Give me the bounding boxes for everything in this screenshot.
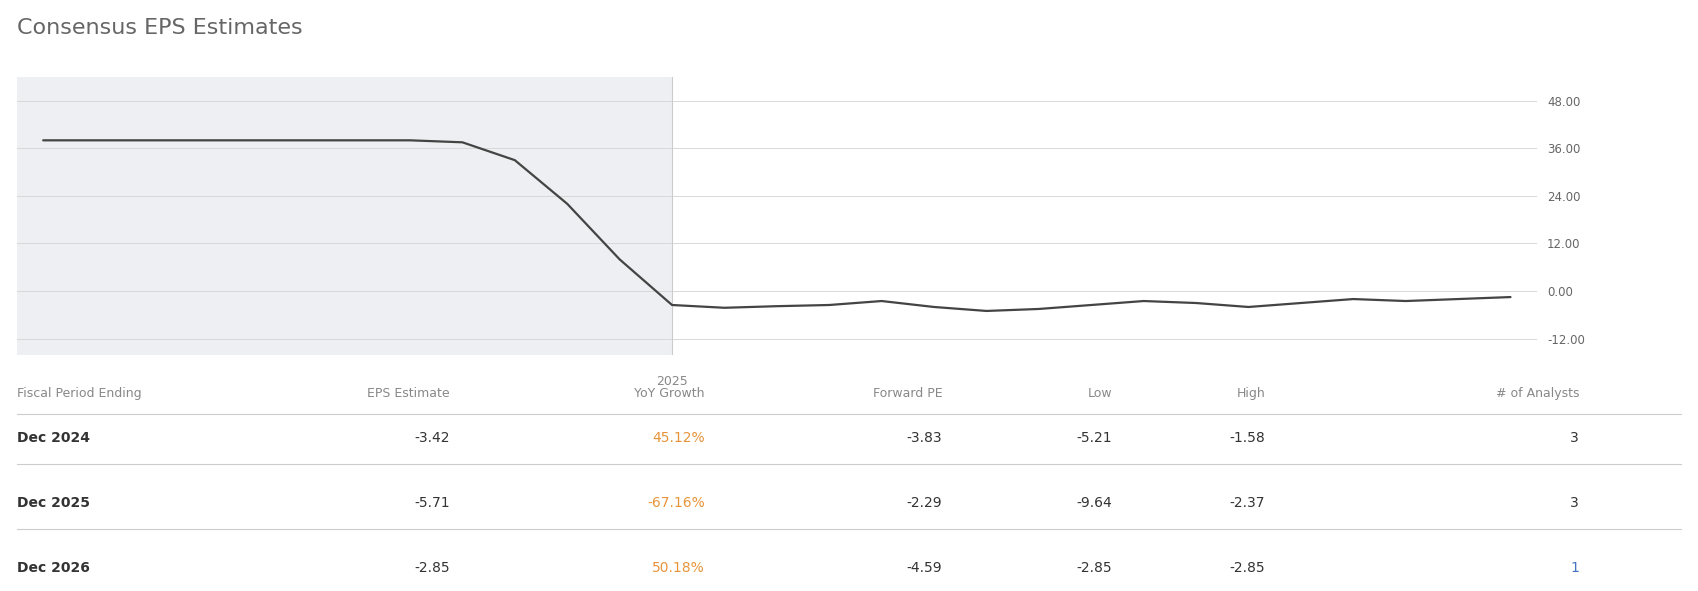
- Text: Dec 2025: Dec 2025: [17, 496, 90, 511]
- Text: Low: Low: [1087, 387, 1112, 400]
- Text: 2025: 2025: [655, 375, 688, 388]
- Text: -3.83: -3.83: [907, 431, 942, 446]
- Text: -2.85: -2.85: [1229, 561, 1265, 576]
- Text: EPS Estimate: EPS Estimate: [367, 387, 450, 400]
- Text: -2.29: -2.29: [907, 496, 942, 511]
- Text: Dec 2026: Dec 2026: [17, 561, 90, 576]
- Text: 1: 1: [1571, 561, 1579, 576]
- Text: -2.85: -2.85: [1077, 561, 1112, 576]
- Text: Dec 2024: Dec 2024: [17, 431, 90, 446]
- Text: 3: 3: [1571, 496, 1579, 511]
- Text: Fiscal Period Ending: Fiscal Period Ending: [17, 387, 141, 400]
- Text: -1.58: -1.58: [1229, 431, 1265, 446]
- Text: -67.16%: -67.16%: [647, 496, 705, 511]
- Text: # of Analysts: # of Analysts: [1496, 387, 1579, 400]
- Text: YoY Growth: YoY Growth: [633, 387, 705, 400]
- Text: -9.64: -9.64: [1077, 496, 1112, 511]
- Text: Consensus EPS Estimates: Consensus EPS Estimates: [17, 18, 302, 38]
- Text: -2.85: -2.85: [414, 561, 450, 576]
- Text: -5.21: -5.21: [1077, 431, 1112, 446]
- Text: 3: 3: [1571, 431, 1579, 446]
- Text: -5.71: -5.71: [414, 496, 450, 511]
- Text: High: High: [1236, 387, 1265, 400]
- Bar: [17, 77, 672, 355]
- Text: -4.59: -4.59: [907, 561, 942, 576]
- Text: -2.37: -2.37: [1229, 496, 1265, 511]
- Text: 45.12%: 45.12%: [652, 431, 705, 446]
- Text: 50.18%: 50.18%: [652, 561, 705, 576]
- Text: -3.42: -3.42: [414, 431, 450, 446]
- Text: Forward PE: Forward PE: [873, 387, 942, 400]
